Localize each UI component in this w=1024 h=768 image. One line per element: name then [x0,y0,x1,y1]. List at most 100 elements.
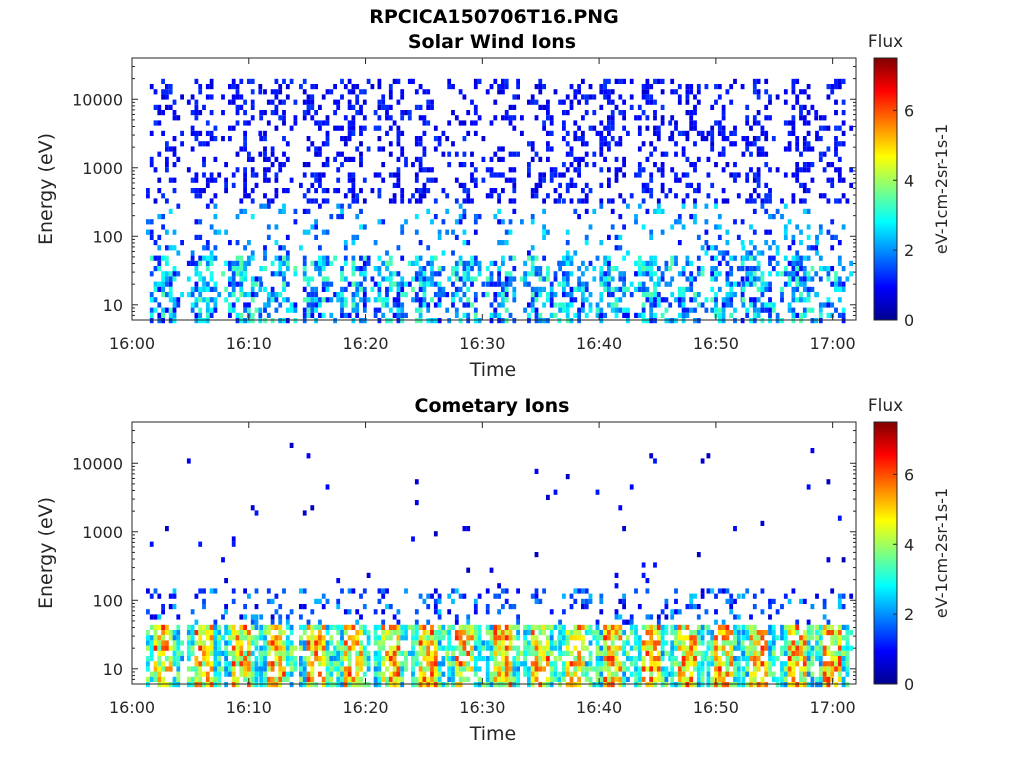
heatmap-cell [285,671,290,677]
heatmap-cell [243,671,247,677]
heatmap-cell [172,266,177,272]
heatmap-cell [721,130,726,136]
heatmap-cell [689,110,694,116]
heatmap-cell [830,635,835,641]
heatmap-cell [278,650,283,656]
heatmap-cell [362,271,367,277]
heatmap-cell [462,188,467,194]
heatmap-cell [149,318,154,324]
heatmap-cell [569,661,574,667]
heatmap-cell [745,281,750,287]
heatmap-cell [359,650,363,656]
heatmap-cell [740,318,745,324]
heatmap-cell [243,182,247,188]
heatmap-cell [221,557,225,563]
heatmap-cell [837,141,842,147]
heatmap-cell [764,645,769,651]
heatmap-cell [542,208,546,214]
panel-cometary: 16:00 16:10 16:20 16:30 16:40 16:50 17:0010100… [35,395,951,745]
heatmap-cell [437,292,442,298]
heatmap-cell [458,650,463,656]
heatmap-cell [504,297,509,303]
heatmap-cell [653,676,657,682]
sweep [815,78,854,324]
heatmap-cell [599,635,604,641]
heatmap-cell [198,624,203,630]
heatmap-cell [321,281,326,287]
heatmap-cell [396,307,401,313]
heatmap-cell [523,260,527,266]
heatmap-cell [473,598,478,604]
heatmap-cell [845,666,850,672]
heatmap-cell [736,266,741,272]
heatmap-cell [607,89,611,95]
heatmap-cell [396,271,401,277]
colorbar-label: Flux [868,32,903,52]
heatmap-cell [426,682,431,688]
heatmap-cell [433,255,438,261]
heatmap-cell [584,281,589,287]
heatmap-cell [584,208,589,214]
heatmap-cell [497,682,501,688]
heatmap-cell [749,266,753,272]
heatmap-cell [534,593,539,599]
heatmap-cell [205,177,210,183]
heatmap-cell [302,676,307,682]
heatmap-cell [512,198,517,204]
heatmap-cell [768,640,772,646]
heatmap-cell [462,182,467,188]
sweep [259,442,298,688]
heatmap-cell [451,302,455,308]
heatmap-cell [768,598,772,604]
heatmap-cell [725,302,730,308]
heatmap-cell [696,188,701,194]
heatmap-cell [231,94,236,100]
heatmap-cell [489,656,494,662]
heatmap-cell [373,635,378,641]
heatmap-cell [285,266,290,272]
heatmap-cell [592,666,597,672]
heatmap-cell [433,645,438,651]
heatmap-cell [310,640,315,646]
heatmap-cell [569,630,574,636]
heatmap-cell [569,676,574,682]
heatmap-cell [546,266,550,272]
heatmap-cell [826,229,831,235]
heatmap-cell [266,224,271,230]
heatmap-cell [462,229,467,235]
heatmap-cell [771,650,776,656]
heatmap-cell [462,208,467,214]
heatmap-cell [806,645,811,651]
heatmap-cell [542,234,546,240]
heatmap-cell [411,297,415,303]
heatmap-cell [729,281,734,287]
heatmap-cell [810,624,815,630]
heatmap-cell [430,255,434,261]
heatmap-cell [388,286,393,292]
heatmap-cell [581,271,585,277]
heatmap-cell [418,276,423,282]
heatmap-cell [534,552,539,558]
heatmap-cell [649,645,654,651]
heatmap-cell [329,312,334,318]
heatmap-cell [607,650,611,656]
heatmap-cell [710,255,715,261]
heatmap-cell [340,125,344,131]
heatmap-cell [649,84,654,90]
heatmap-cell [717,676,722,682]
heatmap-cell [293,302,298,308]
heatmap-cell [385,260,389,266]
heatmap-cell [562,635,566,641]
heatmap-cell [321,312,326,318]
heatmap-cell [668,671,673,677]
heatmap-cell [806,208,811,214]
heatmap-cell [149,162,154,168]
heatmap-cell [194,78,199,84]
heatmap-cell [209,676,214,682]
heatmap-cell [787,640,792,646]
colorbar-tick-label: 0 [904,311,914,330]
heatmap-cell [198,671,203,677]
heatmap-cell [562,671,566,677]
heatmap-cell [618,286,623,292]
heatmap-cell [741,624,746,630]
